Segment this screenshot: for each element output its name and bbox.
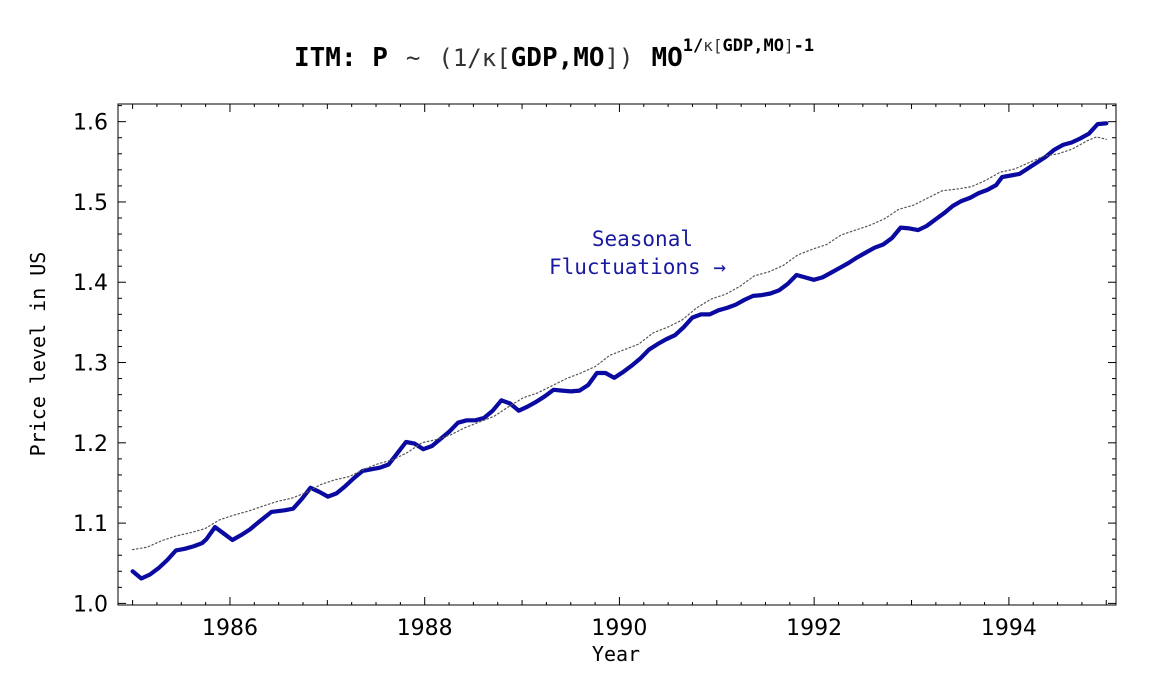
x-tick-label: 1994 bbox=[981, 616, 1037, 641]
x-tick-label: 1986 bbox=[202, 616, 258, 641]
x-tick-label: 1992 bbox=[786, 616, 842, 641]
title-bracket-open: [ bbox=[496, 44, 510, 72]
series-layer bbox=[130, 121, 1109, 581]
series-line-data bbox=[132, 136, 1107, 551]
title-base: MO bbox=[651, 43, 682, 73]
title-exp-kappa: κ bbox=[703, 36, 713, 55]
annotation-fluctuations: Fluctuations → bbox=[549, 255, 726, 279]
y-tick-label: 1.6 bbox=[73, 111, 108, 136]
x-axis-label: Year bbox=[592, 642, 640, 666]
y-tick-label: 1.2 bbox=[73, 432, 108, 457]
x-axis: 1986 1988 1990 1992 1994 bbox=[132, 104, 1107, 641]
annotation-seasonal: Seasonal bbox=[592, 227, 693, 251]
plot-frame bbox=[117, 103, 1117, 606]
title-exp-frac: 1/ bbox=[683, 36, 703, 56]
x-tick-label: 1988 bbox=[397, 616, 453, 641]
x-tick-label: 1990 bbox=[591, 616, 647, 641]
y-tick-label: 1.4 bbox=[73, 271, 108, 296]
series-line-model bbox=[130, 121, 1109, 581]
title-args: GDP,MO bbox=[511, 43, 605, 73]
title-tilde: ~ bbox=[406, 44, 420, 72]
y-axis-label: Price level in US bbox=[26, 252, 50, 457]
title-kappa: κ bbox=[482, 44, 497, 72]
y-tick-label: 1.0 bbox=[73, 592, 108, 617]
title-exp-args: GDP,MO bbox=[723, 36, 784, 56]
title-lead: ITM: P bbox=[294, 43, 388, 73]
y-tick-label: 1.5 bbox=[73, 191, 108, 216]
title-exp-bracket-close: ] bbox=[784, 36, 794, 55]
y-tick-label: 1.3 bbox=[73, 352, 108, 377]
title-exp-bracket-open: [ bbox=[713, 36, 723, 55]
title-bracket-close: ]) bbox=[605, 44, 634, 72]
y-tick-label: 1.1 bbox=[73, 512, 108, 537]
title-open: (1/ bbox=[438, 44, 481, 72]
y-axis: 1.0 1.1 1.2 1.3 1.4 1.5 1.6 bbox=[73, 105, 1116, 617]
title-exp-tail: -1 bbox=[794, 36, 814, 56]
chart-title: ITM: P ~ (1/κ[GDP,MO]) MO1/κ[GDP,MO]-1 bbox=[294, 36, 814, 73]
